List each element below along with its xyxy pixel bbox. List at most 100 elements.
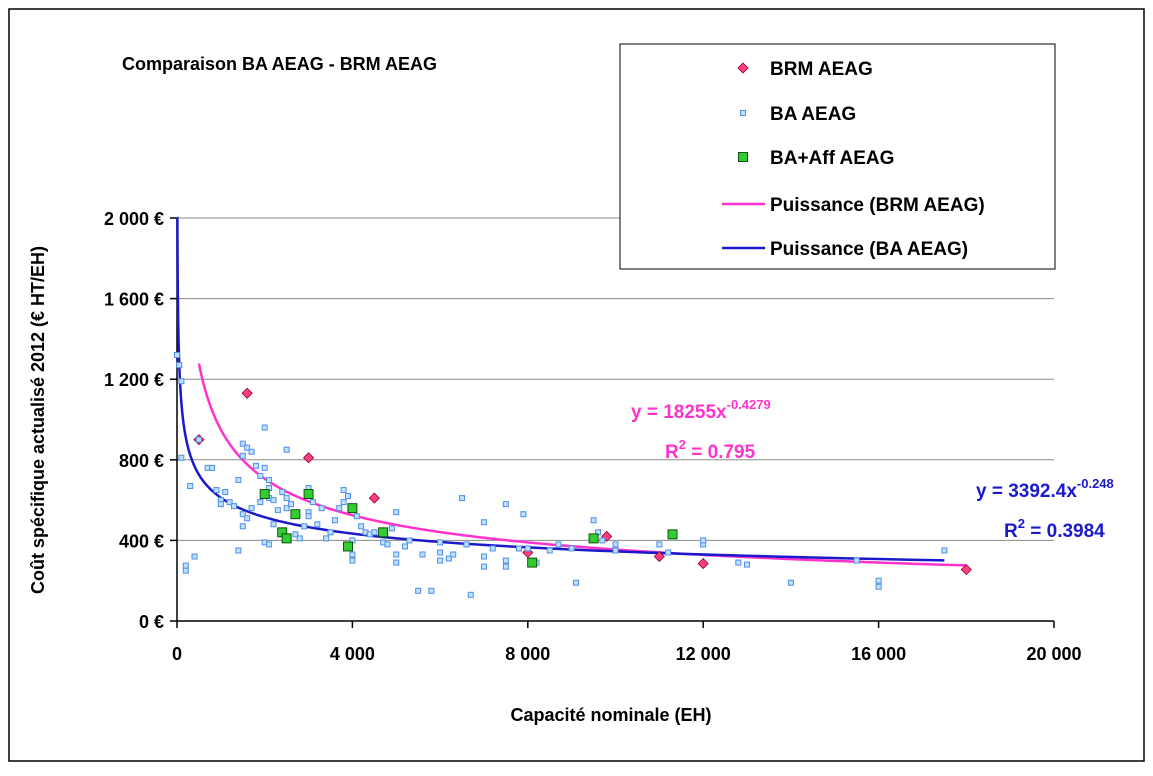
ba-point xyxy=(340,499,347,506)
ba-point xyxy=(406,537,413,544)
y-tick-label: 2 000 € xyxy=(104,209,164,229)
ba-aff-point xyxy=(588,533,599,544)
ba-point xyxy=(735,559,742,566)
ba-point xyxy=(459,495,466,502)
ba-point xyxy=(244,515,251,522)
ba-point xyxy=(266,541,273,548)
brm-point xyxy=(960,564,972,576)
ba-point xyxy=(415,587,422,594)
y-tick-label: 1 200 € xyxy=(104,370,164,390)
ba-point xyxy=(524,545,531,552)
legend-label: Puissance (BA AEAG) xyxy=(770,239,968,260)
ba-point xyxy=(283,495,290,502)
r-squared-letter: R xyxy=(1004,521,1018,542)
ba-point xyxy=(239,511,246,518)
legend-label: BRM AEAG xyxy=(770,59,873,80)
legend-entries: BRM AEAG BA AEAG BA+Aff AEAG Puissance (BRM… xyxy=(722,59,985,260)
ba-point xyxy=(305,513,312,520)
ba-point xyxy=(358,523,365,530)
trendline-puissance-ba-aeag xyxy=(176,216,945,562)
ba-point xyxy=(612,541,619,548)
ba-point xyxy=(402,543,409,550)
x-tick-label: 8 000 xyxy=(505,644,550,664)
ba-point xyxy=(853,557,860,564)
ba-point xyxy=(445,555,452,562)
data-points xyxy=(174,352,972,598)
trendlines xyxy=(176,216,967,567)
legend-entry: BA+Aff AEAG xyxy=(738,148,894,169)
ba-aff-point xyxy=(290,509,301,520)
ba-point xyxy=(318,505,325,512)
ba-point xyxy=(187,482,194,489)
ba-point xyxy=(941,547,948,554)
ba-aff-point xyxy=(667,529,678,540)
y-tick-label: 1 600 € xyxy=(104,290,164,310)
trendline-puissance-brm-aeag xyxy=(197,363,967,567)
ba-point xyxy=(261,464,268,471)
ba-point xyxy=(612,547,619,554)
equation-base: y = 18255x xyxy=(631,402,727,423)
ba-point xyxy=(270,521,277,528)
y-tick-label: 0 € xyxy=(139,612,164,632)
ba-point xyxy=(244,444,251,451)
y-axis-label: Coût spécifique actualisé 2012 (€ HT/EH) xyxy=(28,246,48,594)
ba-point xyxy=(665,549,672,556)
ba-point xyxy=(296,535,303,542)
ba-point xyxy=(182,567,189,574)
ba-point xyxy=(555,541,562,548)
ba-point xyxy=(231,503,238,510)
ba-point xyxy=(235,547,242,554)
ba-point xyxy=(209,464,216,471)
legend-label: Puissance (BRM AEAG) xyxy=(770,195,985,216)
x-tick-label: 0 xyxy=(172,644,182,664)
ba-point xyxy=(371,529,378,536)
ba-point xyxy=(349,557,356,564)
legend-label: BA+Aff AEAG xyxy=(770,148,894,169)
ba-aff-point xyxy=(527,557,538,568)
legend-box xyxy=(619,43,1056,270)
ba-point xyxy=(323,535,330,542)
ba-point xyxy=(345,493,352,500)
ba-point xyxy=(283,446,290,453)
legend-entry: Puissance (BRM AEAG) xyxy=(722,195,985,216)
x-tick-label: 20 000 xyxy=(1026,644,1081,664)
ba-point xyxy=(174,352,180,359)
y-axis-tick-labels: 0 € 400 € 800 € 1 200 € 1 600 € 2 000 € xyxy=(104,209,164,632)
ba-point xyxy=(213,487,220,494)
ba-point xyxy=(590,517,597,524)
ba-point xyxy=(480,519,487,526)
ba-point xyxy=(266,476,273,483)
ba-point xyxy=(502,501,509,508)
ba-point xyxy=(331,517,338,524)
ba-point xyxy=(546,547,553,554)
ba-point xyxy=(353,513,360,520)
ba-point xyxy=(274,507,281,514)
ba-point xyxy=(340,487,347,494)
r-squared-superscript: 2 xyxy=(1018,516,1025,531)
ba-point xyxy=(279,489,286,496)
ba-point xyxy=(301,523,308,530)
ba-point xyxy=(467,591,474,598)
ba-point xyxy=(437,557,444,564)
ba-point xyxy=(336,505,343,512)
ba-point xyxy=(502,557,509,564)
ba-point xyxy=(195,436,202,443)
r-squared-superscript: 2 xyxy=(679,437,686,452)
y-tick-label: 400 € xyxy=(119,531,164,551)
legend-marker-swatch xyxy=(740,110,746,116)
legend-entry: BA AEAG xyxy=(740,104,856,125)
r-squared-value: = 0.795 xyxy=(686,442,756,463)
ba-point xyxy=(288,501,295,508)
ba-aff-point xyxy=(281,533,292,544)
brm-point xyxy=(302,452,315,464)
ba-point xyxy=(573,579,580,586)
ba-point xyxy=(239,523,246,530)
ba-point xyxy=(489,545,496,552)
ba-point xyxy=(428,587,435,594)
ba-point xyxy=(257,472,264,479)
ba-point xyxy=(516,545,523,552)
ba-point xyxy=(257,499,264,506)
